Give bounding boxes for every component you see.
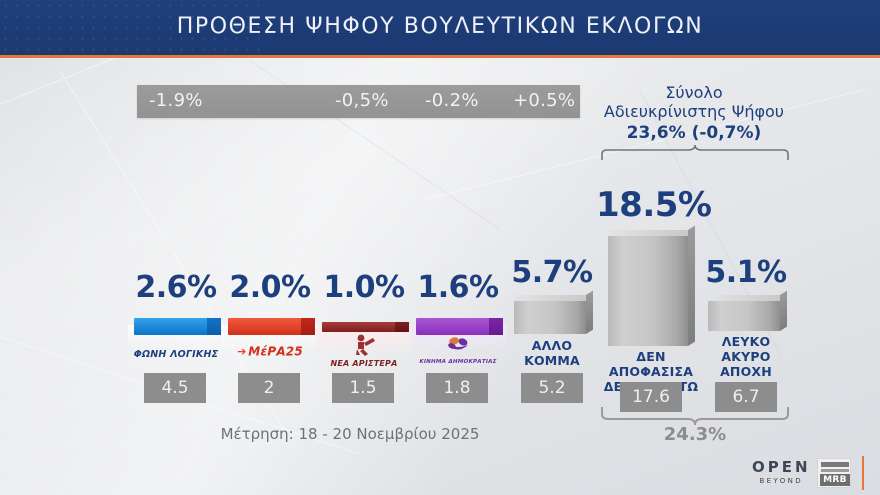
bar-den-apofasisa: [608, 225, 695, 346]
undecided-note-line2: Αδιευκρίνιστης Ψήφου: [603, 101, 785, 121]
open-beyond-logo: OPEN BEYOND: [752, 458, 811, 485]
logo-text-nea-aristera: ΝΕΑ ΑΡΙΣΤΕΡΑ: [330, 359, 398, 368]
previous-nea-aristera: 1.5: [332, 373, 394, 403]
bar-foni-logikis: [134, 318, 221, 335]
undecided-total-note: Σύνολο Αδιευκρίνιστης Ψήφου 23,6% (-0,7%…: [572, 83, 816, 143]
logo-foni-logikis: ΦΩΝΗ ΛΟΓΙΚΗΣ: [128, 342, 224, 361]
header-dot-pattern: [0, 0, 260, 55]
label-allo-komma: ΑΛΛΟ ΚΟΜΜΑ: [504, 338, 600, 369]
label-lefko-akyro-line1: ΛΕΥΚΟ: [721, 334, 771, 349]
logo-text-foni-logikis: ΦΩΝΗ ΛΟΓΙΚΗΣ: [133, 349, 219, 360]
previous-allo-komma: 5.2: [521, 373, 583, 403]
measurement-date: Μέτρηση: 18 - 20 Νοεμβρίου 2025: [220, 425, 480, 443]
brace-bottom-icon: [601, 407, 789, 425]
previous-lefko-akyro: 6.7: [715, 382, 777, 412]
label-allo-komma-line2: ΚΟΜΜΑ: [524, 352, 580, 368]
label-allo-komma-line1: ΑΛΛΟ: [531, 338, 573, 353]
label-den-apofasisa-line1: ΔΕΝ ΑΠΟΦΑΣΙΣΑ: [608, 349, 694, 379]
logo-text-kinima-dimokratias: ΚΙΝΗΜΑ ΔΗΜΟΚΡΑΤΙΑΣ: [419, 359, 497, 365]
logo-text-mera25: ΜέΡΑ25: [248, 344, 303, 359]
change-values-strip: -1.9% -0,5% -0.2% +0.5%: [137, 85, 580, 118]
bar-kinima-dimokratias: [416, 318, 503, 335]
previous-undecided-total: 24.3%: [663, 424, 727, 445]
brace-top-icon: [601, 145, 789, 160]
bar-mera25: [228, 318, 315, 335]
logo-mera25: ➔ ΜέΡΑ25: [222, 341, 318, 360]
logo-kinima-dimokratias: ΚΙΝΗΜΑ ΔΗΜΟΚΡΑΤΙΑΣ: [410, 335, 506, 365]
accent-tick: [862, 456, 864, 490]
value-den-apofasisa: 18.5%: [596, 185, 712, 225]
previous-mera25: 2: [238, 373, 300, 403]
value-lefko-akyro: 5.1%: [705, 255, 787, 290]
value-kinima-dimokratias: 1.6%: [417, 270, 499, 305]
delta-value-1: -1.9%: [149, 90, 203, 111]
previous-den-apofasisa: 17.6: [620, 382, 682, 412]
header-bar: ΠΡΟΘΕΣΗ ΨΗΦΟΥ ΒΟΥΛΕΥΤΙΚΩΝ ΕΚΛΟΓΩΝ: [0, 0, 880, 58]
undecided-note-value: 23,6% (-0,7%): [626, 122, 762, 143]
delta-value-2: -0,5%: [335, 90, 389, 111]
value-mera25: 2.0%: [229, 270, 311, 305]
flower-icon: [448, 337, 468, 350]
label-lefko-akyro-line3: ΑΠΟΧΗ: [720, 363, 772, 379]
undecided-note-line1: Σύνολο: [665, 83, 723, 102]
label-lefko-akyro-line2: ΑΚΥΡΟ: [721, 348, 771, 364]
bar-allo-komma: [514, 290, 593, 334]
beyond-logo-text: BEYOND: [759, 477, 804, 485]
value-allo-komma: 5.7%: [511, 255, 593, 290]
page-title: ΠΡΟΘΕΣΗ ΨΗΦΟΥ ΒΟΥΛΕΥΤΙΚΩΝ ΕΚΛΟΓΩΝ: [176, 14, 704, 39]
label-lefko-akyro: ΛΕΥΚΟ ΑΚΥΡΟ ΑΠΟΧΗ: [698, 334, 794, 379]
value-nea-aristera: 1.0%: [323, 270, 405, 305]
arrow-icon: ➔: [237, 345, 247, 358]
bar-nea-aristera: [322, 322, 409, 332]
open-logo-text: OPEN: [752, 458, 811, 476]
value-foni-logikis: 2.6%: [135, 270, 217, 305]
mrb-logo-text: MRB: [820, 474, 850, 486]
figure-icon: [356, 334, 375, 356]
mrb-logo: MRB: [817, 458, 851, 488]
delta-value-3: -0.2%: [425, 90, 479, 111]
logo-nea-aristera: ΝΕΑ ΑΡΙΣΤΕΡΑ: [316, 334, 412, 368]
bar-lefko-akyro: [708, 290, 787, 331]
previous-foni-logikis: 4.5: [144, 373, 206, 403]
delta-value-4: +0.5%: [513, 90, 576, 111]
previous-kinima-dimokratias: 1.8: [426, 373, 488, 403]
